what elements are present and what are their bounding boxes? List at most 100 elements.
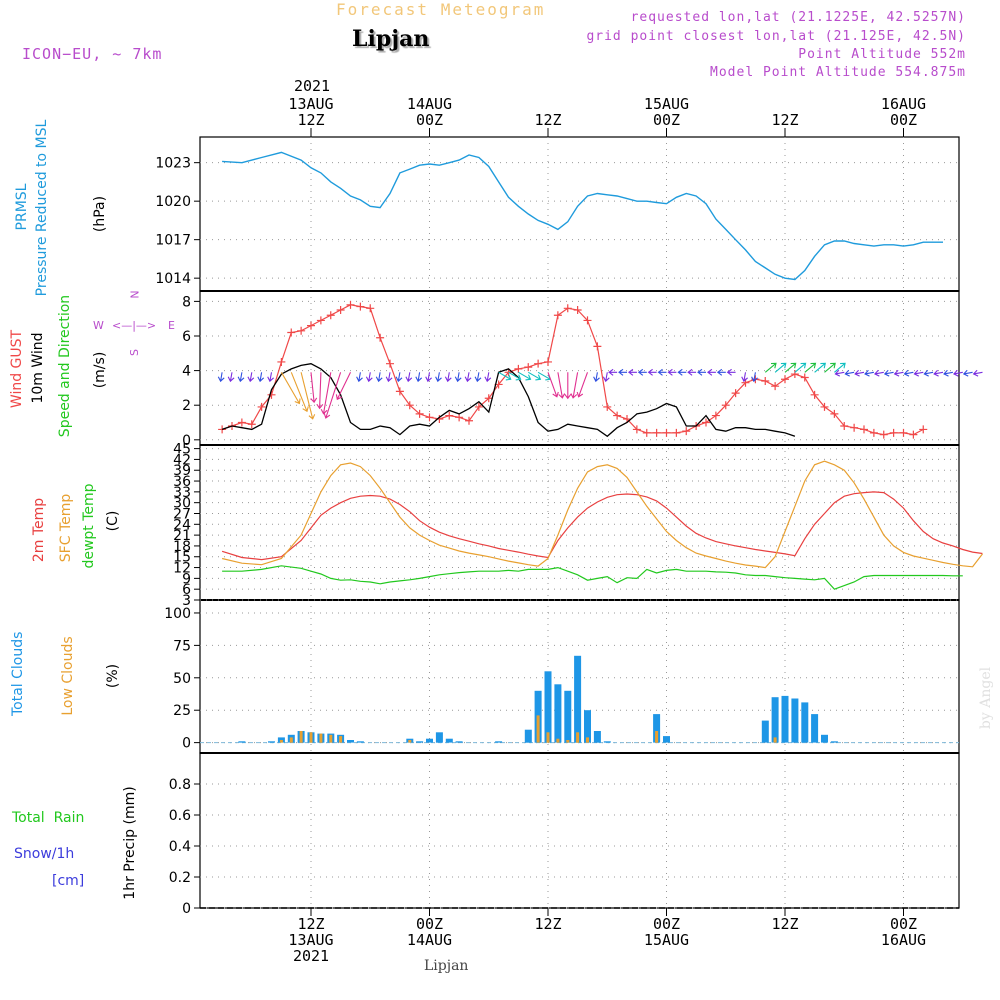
meteogram-title: Forecast Meteogram	[336, 0, 546, 19]
temp-axis-tick-label: 12	[173, 561, 191, 577]
total-clouds-bar	[356, 741, 364, 743]
wind-direction-arrow	[435, 372, 442, 383]
wind-gust-marker	[850, 423, 859, 432]
wind-direction-arrow	[794, 362, 807, 373]
compass-west: W	[93, 319, 104, 332]
total-clouds-bar	[347, 740, 354, 743]
temp-axis-tick-label: 42	[173, 452, 191, 468]
wind-gust-marker	[672, 428, 681, 437]
bottom-time-date: 16AUG	[880, 931, 927, 949]
total-clouds-bar	[564, 690, 572, 743]
total-clouds-bar	[544, 671, 552, 743]
wind-gust-marker	[445, 411, 454, 420]
wind-gust-marker	[376, 333, 385, 342]
wind-direction-arrow	[854, 369, 865, 377]
point-altitude: Point Altitude 552m	[798, 47, 966, 62]
wind-gust-marker	[257, 402, 266, 411]
top-time-hour: 12Z	[534, 111, 562, 129]
wind-panel-frame	[199, 290, 960, 446]
temp-axis-tick-label: 30	[173, 496, 191, 512]
wind-direction-arrow	[444, 372, 452, 383]
wind-direction-arrow	[474, 372, 482, 383]
wind-direction-arrow	[320, 372, 332, 415]
wind-direction-arrow	[356, 372, 363, 383]
temp-axis-tick-label: 27	[173, 506, 191, 522]
low-clouds-bar	[319, 733, 323, 743]
wind-direction-arrow	[425, 372, 432, 383]
wind-gust-marker	[297, 326, 306, 335]
pressure-panel-frame	[199, 136, 960, 292]
wind-gust-marker	[652, 428, 661, 437]
wind-direction-arrow	[764, 362, 777, 373]
wind-direction-arrow	[564, 372, 572, 400]
total-clouds-bar	[238, 741, 246, 743]
wind-direction-arrow	[716, 368, 726, 376]
t2m-line	[221, 491, 983, 561]
wind-direction-arrow	[751, 372, 758, 383]
wind-direction-arrow	[498, 371, 512, 381]
wind-gust-marker	[781, 375, 789, 384]
wind-direction-arrow	[618, 368, 627, 376]
low-clouds-bar	[566, 740, 570, 743]
wind-direction-arrow	[943, 369, 953, 377]
wind-gust-marker	[711, 411, 720, 420]
wind-gust-marker	[356, 302, 365, 311]
top-time-hour: 00Z	[889, 111, 918, 129]
top-time-hour: 12Z	[771, 111, 799, 129]
wind-gust-marker	[830, 409, 839, 418]
top-time-label: 12Z	[745, 96, 825, 128]
low-clouds-bar	[329, 734, 333, 743]
bottom-time-date: 15AUG	[643, 931, 690, 949]
top-time-date: 15AUG	[643, 95, 690, 113]
wind-gust-marker	[544, 357, 552, 366]
wind-direction-arrow	[227, 372, 235, 383]
bottom-time-hour: 12Z	[297, 915, 325, 933]
total-clouds-bar	[524, 729, 532, 743]
temp-axis-tick-label: 21	[173, 528, 191, 544]
total-clouds-bar	[416, 741, 424, 743]
total-clouds-bar	[435, 732, 443, 743]
precip-axis-tick-label: 0.4	[169, 839, 191, 855]
bottom-time-hour: 12Z	[771, 915, 799, 933]
bottom-time-label: 00Z 14AUG	[390, 916, 470, 948]
top-time-date: 16AUG	[880, 95, 927, 113]
total-clouds-bar	[495, 741, 503, 743]
clouds-axis-tick-label: 75	[173, 638, 191, 654]
top-time-label: 16AUG 00Z	[864, 96, 944, 128]
wind-gust-marker	[267, 390, 276, 399]
wind-axis-tick-label: 4	[182, 364, 191, 380]
wind-direction-arrow	[774, 362, 787, 373]
snow-unit-label: [cm]	[52, 873, 85, 889]
wind-direction-arrow	[415, 372, 423, 383]
bottom-time-hour: 00Z	[889, 915, 918, 933]
wind-gust-marker	[465, 416, 473, 425]
wind-gust-marker	[346, 300, 355, 309]
wind-gust-marker	[731, 389, 740, 398]
wind-direction-arrow	[395, 372, 403, 383]
sfc-temp-line	[221, 460, 983, 569]
temp-axis-tick-label: 18	[173, 539, 191, 555]
wind-gust-marker	[613, 411, 622, 420]
temp-axis-tick-label: 6	[182, 582, 191, 598]
wind-gust-marker	[247, 420, 256, 429]
wind-direction-arrow	[824, 362, 836, 373]
precip-axis-tick-label: 0.8	[169, 777, 191, 793]
wind-direction-arrow	[647, 368, 657, 376]
wind-direction-arrow	[217, 372, 225, 383]
total-clouds-bar	[663, 736, 670, 743]
wind-gust-marker	[800, 373, 809, 382]
precip-panel-frame	[199, 752, 960, 909]
wind-direction-arrow	[657, 368, 667, 376]
bottom-time-hour: 12Z	[534, 915, 562, 933]
low-clouds-bar	[279, 740, 283, 743]
temp-axis-tick-label: 9	[182, 571, 191, 587]
wind-gust-marker	[553, 311, 562, 320]
top-time-date: 14AUG	[406, 95, 453, 113]
wind-direction-arrow	[335, 372, 351, 401]
pressure-axis-tick-label: 1023	[155, 156, 191, 172]
temp-axis-tick-label: 39	[173, 463, 191, 479]
wind-direction-arrow	[784, 362, 797, 373]
wind-gust-marker	[395, 387, 404, 396]
wind-gust-marker	[642, 428, 651, 437]
wind-direction-arrow	[570, 372, 579, 399]
